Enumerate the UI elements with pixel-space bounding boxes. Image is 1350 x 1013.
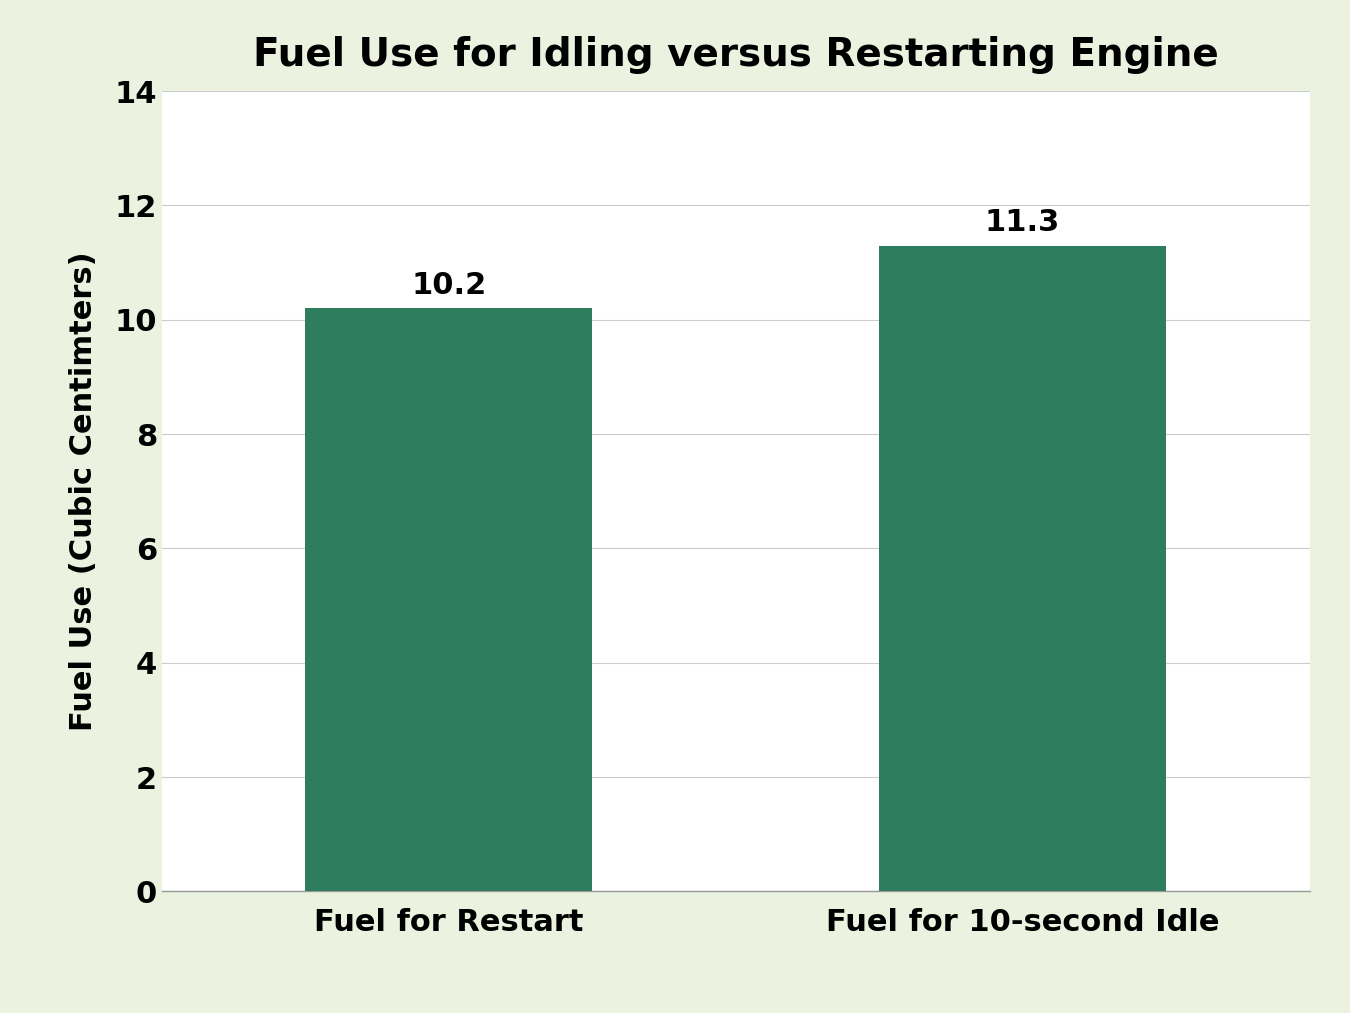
Text: 11.3: 11.3 [986, 208, 1060, 237]
Bar [879, 245, 1166, 891]
Y-axis label: Fuel Use (Cubic Centimters): Fuel Use (Cubic Centimters) [69, 251, 99, 731]
Title: Fuel Use for Idling versus Restarting Engine: Fuel Use for Idling versus Restarting En… [252, 36, 1219, 74]
Text: 10.2: 10.2 [412, 270, 486, 300]
Bar [305, 308, 593, 891]
